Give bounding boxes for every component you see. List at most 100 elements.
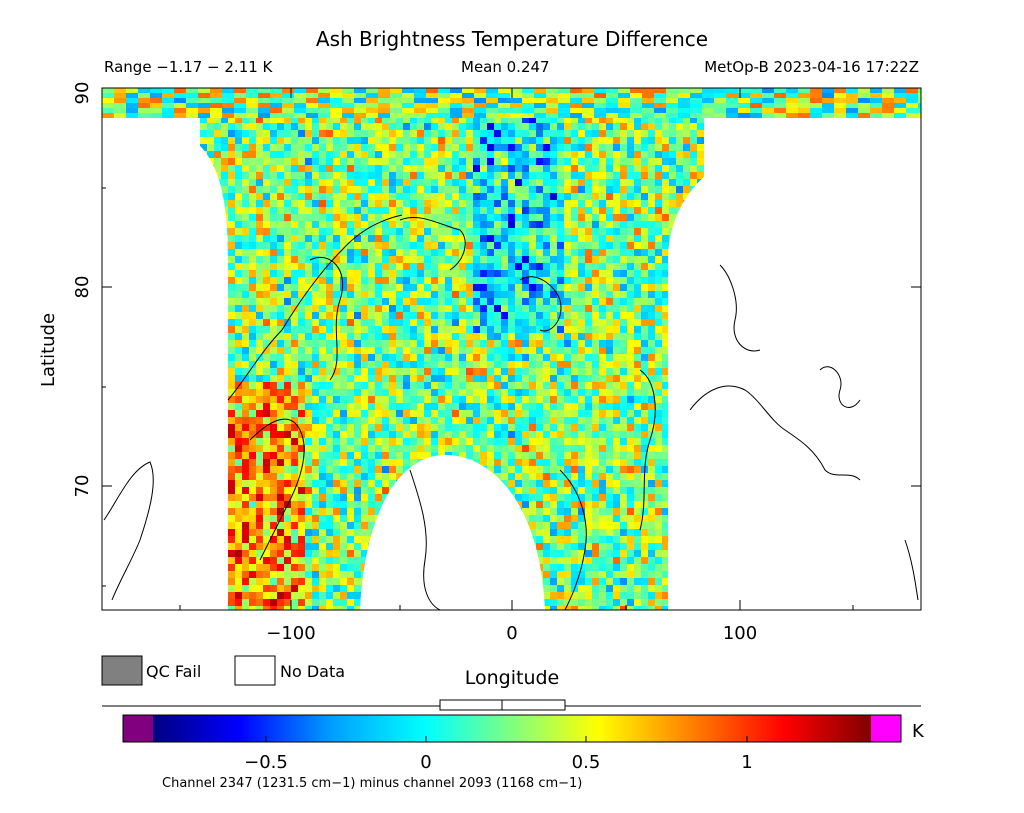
heatmap-cell [410,263,417,270]
heatmap-cell [242,284,249,291]
heatmap-cell [347,312,354,319]
heatmap-cell [347,445,354,452]
heatmap-cell [214,116,221,123]
heatmap-cell [550,214,557,221]
heatmap-cell [585,445,592,452]
heatmap-cell [641,151,648,158]
heatmap-cell [536,228,543,235]
heatmap-cell [312,403,319,410]
heatmap-cell [312,347,319,354]
heatmap-cell [368,361,375,368]
heatmap-cell [452,186,459,193]
heatmap-cell [466,277,473,284]
heatmap-cell [228,347,235,354]
heatmap-cell [375,256,382,263]
heatmap-cell [550,179,557,186]
heatmap-cell [557,151,564,158]
heatmap-cell [585,186,592,193]
heatmap-cell [340,270,347,277]
heatmap-cell [326,200,333,207]
heatmap-cell [536,235,543,242]
heatmap-cell [606,431,613,438]
heatmap-cell [263,396,270,403]
heatmap-cell [284,186,291,193]
heatmap-cell [466,452,473,459]
heatmap-cell [284,487,291,494]
heatmap-cell [263,354,270,361]
heatmap-cell [305,130,312,137]
heatmap-cell [543,529,550,536]
heatmap-cell [508,480,515,487]
heatmap-cell [501,361,508,368]
heatmap-cell [669,123,676,130]
heatmap-cell [592,536,599,543]
heatmap-cell [578,487,585,494]
heatmap-cell [501,319,508,326]
heatmap-cell [459,361,466,368]
heatmap-cell [277,193,284,200]
heatmap-cell [585,144,592,151]
heatmap-cell [256,130,263,137]
heatmap-cell [515,347,522,354]
heatmap-cell [242,144,249,151]
heatmap-cell [235,410,242,417]
heatmap-cell [228,284,235,291]
heatmap-cell [361,291,368,298]
heatmap-cell [235,417,242,424]
heatmap-cell [207,130,214,137]
heatmap-cell [620,326,627,333]
heatmap-cell [228,179,235,186]
heatmap-cell [634,487,641,494]
heatmap-cell [578,263,585,270]
heatmap-cell [263,410,270,417]
heatmap-cell [235,312,242,319]
heatmap-cell [634,165,641,172]
heatmap-cell [459,186,466,193]
heatmap-cell [326,207,333,214]
heatmap-cell [326,305,333,312]
heatmap-cell [354,424,361,431]
heatmap-cell [599,242,606,249]
heatmap-cell [340,291,347,298]
heatmap-cell [536,543,543,550]
heatmap-cell [284,326,291,333]
heatmap-cell [529,522,536,529]
heatmap-cell [298,277,305,284]
heatmap-cell [641,235,648,242]
heatmap-cell [368,438,375,445]
heatmap-cell [368,228,375,235]
heatmap-cell [557,375,564,382]
heatmap-cell [396,396,403,403]
heatmap-cell [291,347,298,354]
heatmap-cell [228,242,235,249]
heatmap-cell [410,319,417,326]
heatmap-cell [627,214,634,221]
heatmap-cell [228,200,235,207]
heatmap-cell [319,459,326,466]
heatmap-cell [613,445,620,452]
heatmap-cell [396,200,403,207]
heatmap-cell [326,137,333,144]
heatmap-cell [431,270,438,277]
heatmap-cell [557,487,564,494]
heatmap-cell [564,137,571,144]
heatmap-cell [305,501,312,508]
heatmap-cell [592,179,599,186]
heatmap-cell [375,284,382,291]
heatmap-cell [606,158,613,165]
heatmap-cell [501,403,508,410]
heatmap-cell [291,172,298,179]
heatmap-cell [249,221,256,228]
heatmap-cell [501,480,508,487]
heatmap-cell [277,312,284,319]
heatmap-cell [417,298,424,305]
heatmap-cell [235,319,242,326]
heatmap-cell [354,256,361,263]
heatmap-cell [536,249,543,256]
heatmap-cell [312,550,319,557]
heatmap-cell [599,214,606,221]
heatmap-cell [242,431,249,438]
heatmap-cell [382,459,389,466]
heatmap-cell [410,368,417,375]
heatmap-cell [312,389,319,396]
